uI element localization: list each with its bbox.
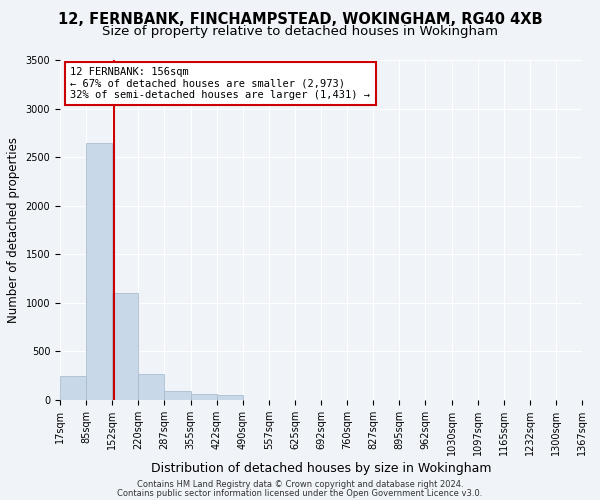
- Bar: [217, 395, 243, 400]
- Text: 12 FERNBANK: 156sqm
← 67% of detached houses are smaller (2,973)
32% of semi-det: 12 FERNBANK: 156sqm ← 67% of detached ho…: [70, 67, 370, 100]
- Bar: [86, 142, 112, 400]
- Y-axis label: Number of detached properties: Number of detached properties: [7, 137, 20, 323]
- Text: Size of property relative to detached houses in Wokingham: Size of property relative to detached ho…: [102, 25, 498, 38]
- Bar: [191, 394, 217, 400]
- Bar: [60, 376, 86, 400]
- Text: Contains public sector information licensed under the Open Government Licence v3: Contains public sector information licen…: [118, 488, 482, 498]
- Bar: [164, 392, 191, 400]
- Bar: [139, 374, 164, 400]
- Text: Contains HM Land Registry data © Crown copyright and database right 2024.: Contains HM Land Registry data © Crown c…: [137, 480, 463, 489]
- X-axis label: Distribution of detached houses by size in Wokingham: Distribution of detached houses by size …: [151, 462, 491, 475]
- Text: 12, FERNBANK, FINCHAMPSTEAD, WOKINGHAM, RG40 4XB: 12, FERNBANK, FINCHAMPSTEAD, WOKINGHAM, …: [58, 12, 542, 28]
- Bar: [112, 293, 139, 400]
